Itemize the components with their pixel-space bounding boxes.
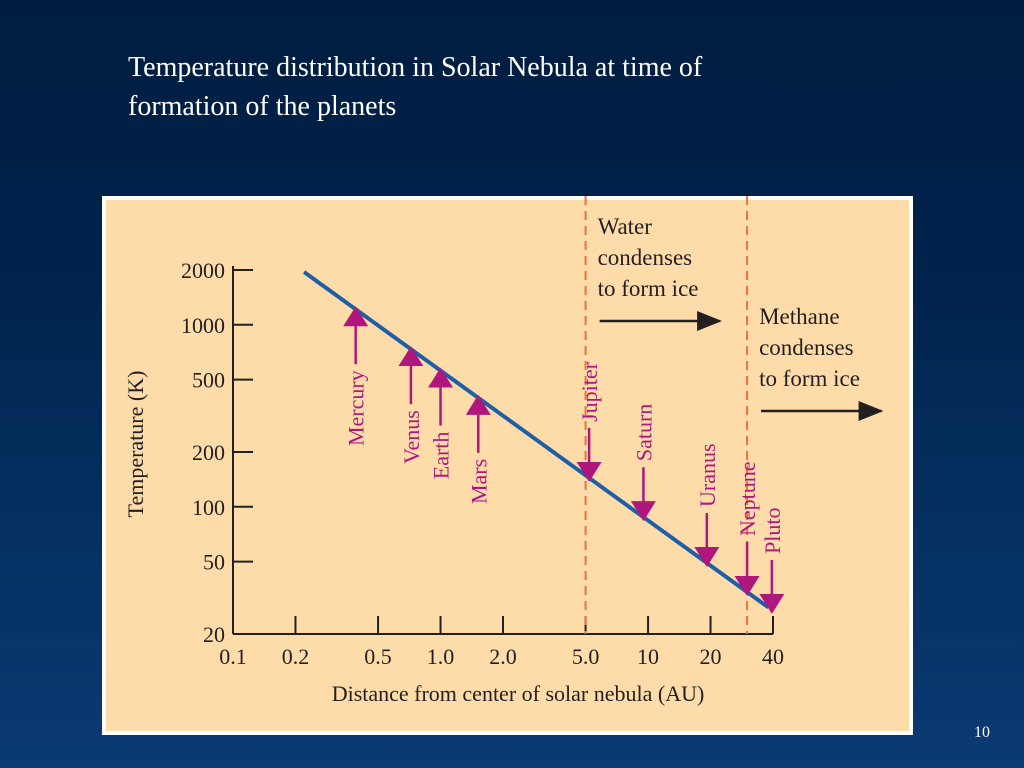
- planet-mercury-label: Mercury: [344, 370, 369, 446]
- page-number: 10: [974, 724, 990, 741]
- temperature-curve: [302, 270, 770, 610]
- x-axis-label: Distance from center of solar nebula (AU…: [332, 681, 705, 706]
- slide-title-line-2: formation of the planets: [128, 91, 397, 122]
- y-tick-label: 200: [192, 440, 225, 465]
- y-tick-label: 500: [192, 368, 225, 393]
- condensation-note-2: condenses: [759, 335, 854, 360]
- planet-uranus-label: Uranus: [695, 443, 720, 507]
- y-tick-label: 2000: [181, 258, 225, 283]
- x-tick-label: 2.0: [489, 644, 517, 669]
- planet-earth-label: Earth: [429, 432, 454, 480]
- condensation-note-1: to form ice: [598, 276, 699, 301]
- condensation-note-2: Methane: [759, 304, 839, 329]
- x-tick-label: 20: [700, 644, 722, 669]
- condensation-note-1: condenses: [598, 245, 693, 270]
- planet-venus-label: Venus: [399, 410, 424, 464]
- planet-jupiter-label: Jupiter: [577, 361, 602, 422]
- x-tick-label: 0.2: [282, 644, 310, 669]
- y-tick-label: 20: [203, 622, 225, 647]
- y-tick-label: 50: [203, 550, 225, 575]
- planet-mars-label: Mars: [466, 459, 491, 504]
- chart-frame: 2000 1000 500 200 100 50 20 0.1 0.2 0.5 1.0 2.0 5.0 1…: [102, 196, 913, 735]
- slide-title-line-1: Temperature distribution in Solar Nebula…: [128, 52, 703, 83]
- x-tick-label: 5.0: [572, 644, 600, 669]
- condensation-note-1: Water: [598, 214, 653, 239]
- planet-neptune-label: Neptune: [735, 461, 760, 536]
- chart-panel: [106, 200, 909, 731]
- planet-saturn-label: Saturn: [631, 404, 656, 461]
- x-tick-label: 0.5: [364, 644, 392, 669]
- y-tick-label: 1000: [181, 313, 225, 338]
- x-tick-label: 40: [762, 644, 784, 669]
- condensation-note-2: to form ice: [759, 366, 860, 391]
- y-tick-label: 100: [192, 495, 225, 520]
- y-axis-label: Temperature (K): [123, 371, 148, 518]
- x-tick-label: 1.0: [427, 644, 455, 669]
- slide-title: Temperature distribution in Solar Nebula…: [128, 48, 888, 126]
- planet-pluto-label: Pluto: [760, 507, 785, 553]
- x-tick-label: 0.1: [219, 644, 247, 669]
- x-tick-label: 10: [637, 644, 659, 669]
